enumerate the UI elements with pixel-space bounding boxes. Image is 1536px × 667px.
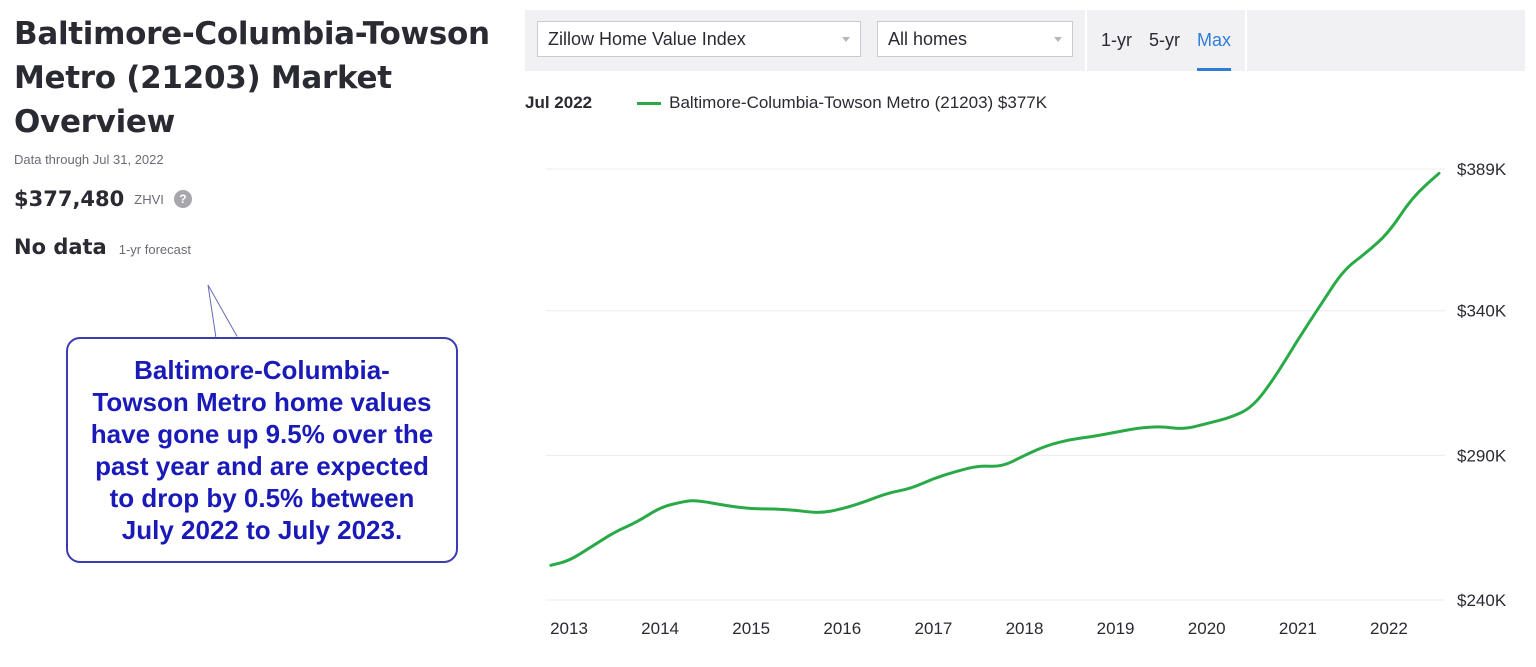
range-tabs: 1-yr 5-yr Max [1085,10,1248,71]
chevron-down-icon [1054,37,1062,42]
y-tick-label: $389K [1457,160,1507,179]
x-tick-label: 2017 [914,619,952,638]
x-tick-label: 2014 [641,619,679,638]
x-tick-label: 2020 [1188,619,1226,638]
toolbar-divider [1245,10,1247,71]
chart-legend: Jul 2022 Baltimore-Columbia-Towson Metro… [525,93,1047,113]
x-axis-labels: 2013 2014 2015 2016 2017 2018 2019 2020 2021 2022 [550,619,1408,638]
legend-series-label: Baltimore-Columbia-Towson Metro (21203) … [669,93,1048,112]
chart-gridlines [546,168,1445,601]
x-tick-label: 2013 [550,619,588,638]
x-tick-label: 2022 [1370,619,1408,638]
zhvi-label: ZHVI [134,191,164,207]
data-through-date: Data through Jul 31, 2022 [14,152,164,167]
callout-text: Baltimore-Columbia- Towson Metro home va… [85,354,439,546]
y-tick-label: $340K [1457,302,1507,321]
legend-swatch [637,101,662,105]
x-tick-label: 2018 [1006,619,1044,638]
x-tick-label: 2016 [823,619,861,638]
legend-date: Jul 2022 [525,93,593,112]
callout-line: to drop by 0.5% between [109,483,415,513]
zhvi-row: $377,480 ZHVI ? [14,187,494,211]
y-axis-labels: $389K $340K $290K $240K [1457,160,1507,610]
callout-line: Baltimore-Columbia- [134,355,390,385]
callout-line: past year and are expected [95,451,429,481]
tab-1-yr[interactable]: 1-yr [1101,30,1132,50]
callout-line: Towson Metro home values [92,387,432,417]
metric-select[interactable]: Zillow Home Value Index [537,21,861,57]
metric-select-value: Zillow Home Value Index [548,28,746,49]
callout-line: have gone up 9.5% over the [90,419,434,449]
home-type-select[interactable]: All homes [877,21,1073,57]
market-overview-panel: Baltimore-Columbia-Towson Metro (21203) … [14,12,494,259]
callout-line: July 2022 to July 2023. [121,515,403,545]
help-icon[interactable]: ? [173,190,192,208]
page-title-line: Overview [14,104,175,140]
y-tick-label: $290K [1457,446,1507,465]
x-tick-label: 2015 [732,619,770,638]
page-title-line: Baltimore-Columbia-Towson [14,16,490,52]
page-title-line: Metro (21203) Market [14,60,392,96]
forecast-row: No data 1-yr forecast [14,235,494,259]
series-line [549,171,1441,567]
annotation-callout: Baltimore-Columbia- Towson Metro home va… [66,337,458,563]
chart-toolbar: Zillow Home Value Index All homes 1-yr 5… [525,10,1525,71]
tab-max[interactable]: Max [1197,10,1232,71]
x-tick-label: 2019 [1097,619,1135,638]
home-type-select-value: All homes [888,28,968,49]
chevron-down-icon [842,37,850,42]
page-title: Baltimore-Columbia-Towson Metro (21203) … [14,12,494,144]
zhvi-value: $377,480 [14,187,125,211]
tab-5-yr[interactable]: 5-yr [1149,30,1180,50]
forecast-value: No data [14,235,107,259]
y-tick-label: $240K [1457,591,1507,610]
x-tick-label: 2021 [1279,619,1317,638]
forecast-label: 1-yr forecast [118,242,191,257]
